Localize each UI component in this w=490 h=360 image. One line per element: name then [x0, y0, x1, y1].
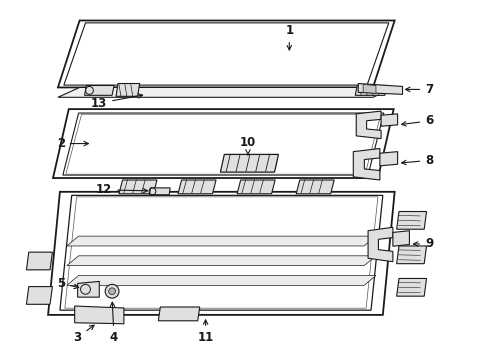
Polygon shape [158, 307, 200, 321]
Polygon shape [393, 231, 410, 246]
Text: 2: 2 [57, 137, 88, 150]
Polygon shape [67, 275, 376, 285]
Polygon shape [396, 246, 427, 264]
Polygon shape [381, 114, 397, 126]
Text: 11: 11 [197, 320, 214, 344]
Polygon shape [149, 188, 170, 195]
Text: 12: 12 [96, 183, 147, 196]
Polygon shape [84, 85, 114, 95]
Polygon shape [396, 278, 427, 296]
Text: 6: 6 [402, 114, 434, 127]
Polygon shape [353, 148, 380, 180]
Text: 7: 7 [406, 83, 433, 96]
Polygon shape [26, 252, 52, 270]
Polygon shape [119, 180, 157, 194]
Polygon shape [356, 111, 381, 139]
Polygon shape [380, 152, 397, 166]
Text: 13: 13 [91, 94, 143, 110]
Polygon shape [296, 180, 334, 194]
Text: 8: 8 [402, 154, 434, 167]
Polygon shape [363, 85, 376, 93]
Polygon shape [58, 87, 394, 97]
Text: 4: 4 [110, 302, 118, 344]
Polygon shape [355, 85, 387, 95]
Polygon shape [368, 227, 393, 262]
Polygon shape [220, 154, 278, 172]
Polygon shape [178, 180, 216, 194]
Polygon shape [116, 84, 140, 96]
Text: 1: 1 [285, 24, 294, 50]
Polygon shape [74, 306, 124, 324]
Polygon shape [237, 180, 275, 194]
Text: 3: 3 [74, 325, 94, 344]
Polygon shape [67, 236, 376, 246]
Polygon shape [77, 282, 99, 297]
Circle shape [105, 284, 119, 298]
Circle shape [109, 288, 116, 295]
Text: 9: 9 [414, 238, 434, 251]
Polygon shape [396, 212, 427, 229]
Text: 10: 10 [240, 136, 256, 155]
Polygon shape [358, 84, 402, 94]
Polygon shape [26, 287, 52, 304]
Text: 5: 5 [56, 277, 78, 290]
Polygon shape [67, 256, 376, 266]
